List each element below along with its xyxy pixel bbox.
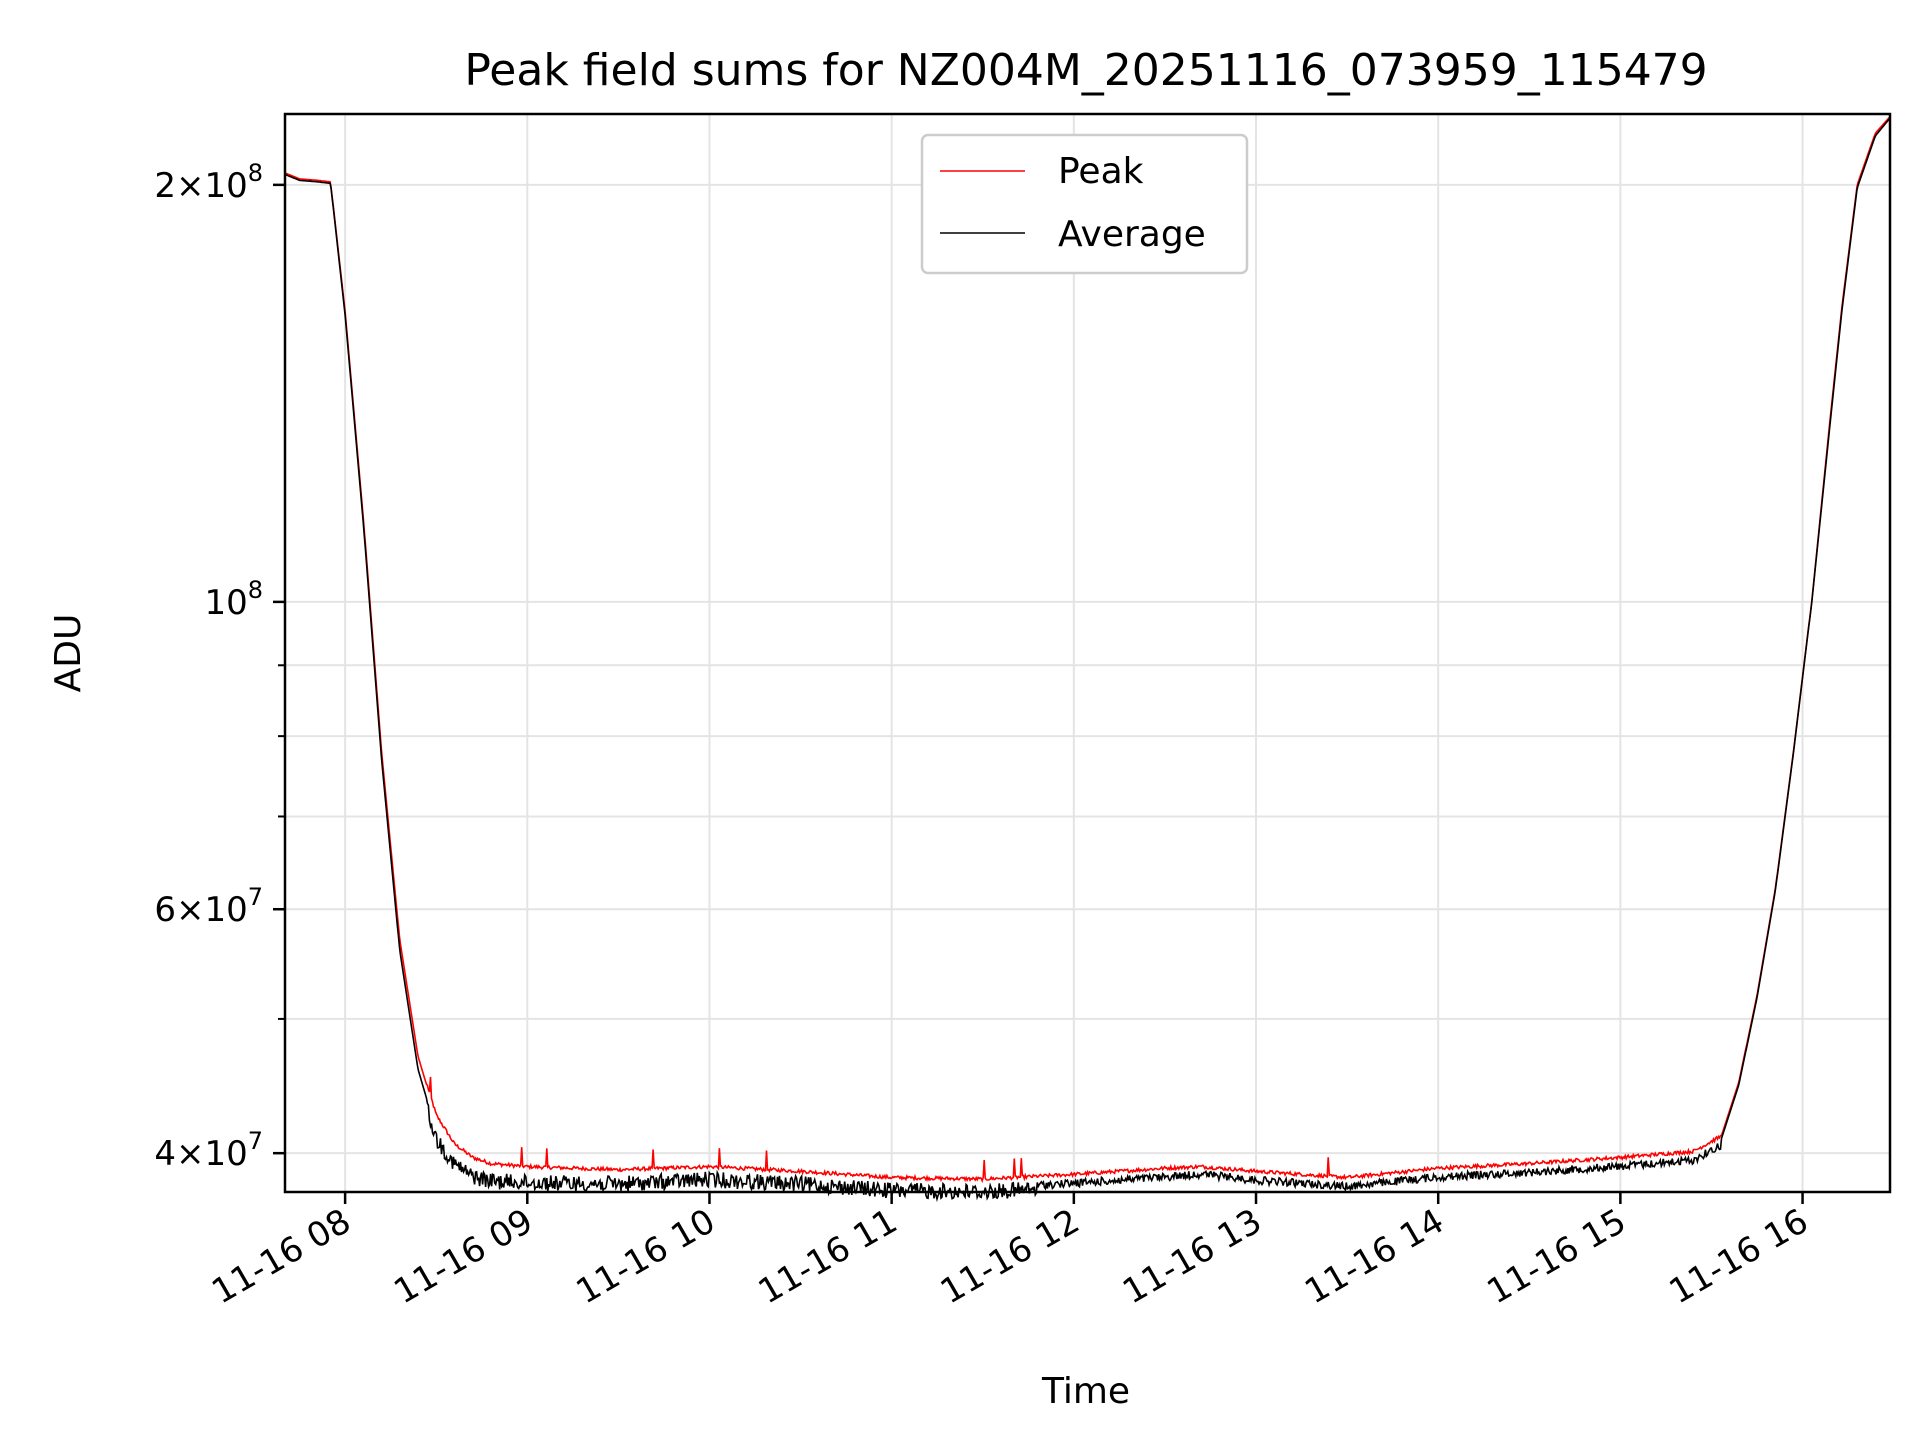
legend-peak-label: Peak (1058, 151, 1144, 192)
plot-frame (283, 112, 1892, 1194)
series-line-average (284, 117, 1891, 1203)
y-axis-label: ADU (48, 614, 89, 693)
chart-title: Peak field sums for NZ004M_20251116_0739… (464, 45, 1707, 96)
y-tick-label: 2×108 (154, 159, 263, 206)
legend: Peak Average (920, 133, 1249, 275)
legend-average-label: Average (1058, 214, 1206, 255)
y-tick-label: 6×107 (154, 883, 263, 930)
series-layer (284, 116, 1891, 1203)
x-axis-label: Time (1041, 1371, 1130, 1412)
grid-layer (285, 114, 1890, 1192)
legend-box (920, 133, 1249, 275)
series-line-peak (284, 116, 1891, 1184)
y-tick-label: 108 (204, 576, 263, 623)
y-tick-label: 4×107 (154, 1127, 263, 1174)
